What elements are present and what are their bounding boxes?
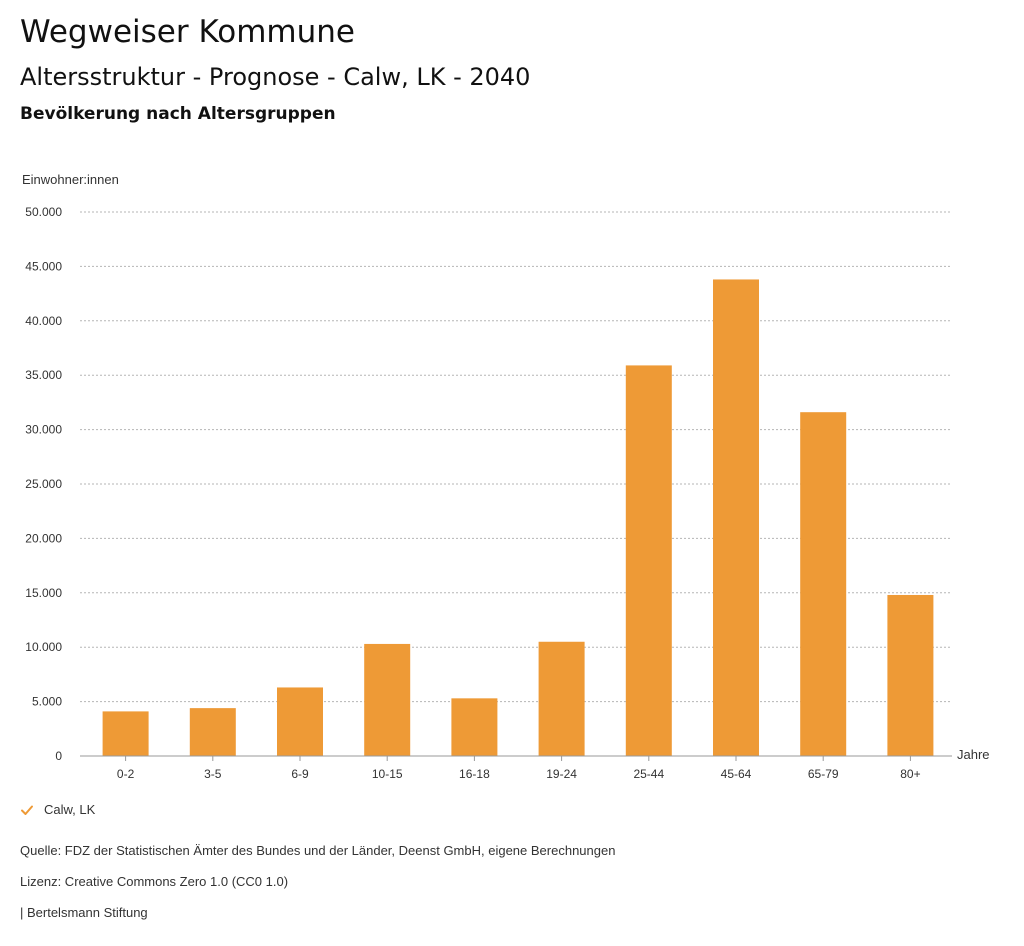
check-icon xyxy=(21,805,33,815)
x-tick-label: 25-44 xyxy=(633,767,664,781)
source-note: Quelle: FDZ der Statistischen Ämter des … xyxy=(20,843,616,858)
bar-0-2 xyxy=(102,711,149,756)
bar-80+ xyxy=(887,594,934,756)
brand-title: Wegweiser Kommune xyxy=(20,14,355,50)
y-tick-label: 40.000 xyxy=(25,314,62,328)
y-tick-label: 20.000 xyxy=(25,531,62,545)
y-tick-label: 25.000 xyxy=(25,477,62,491)
bar-16-18 xyxy=(451,698,498,756)
y-axis-label: Einwohner:innen xyxy=(22,172,119,187)
x-tick-label: 19-24 xyxy=(546,767,577,781)
x-tick-label: 45-64 xyxy=(721,767,752,781)
chart-title: Altersstruktur - Prognose - Calw, LK - 2… xyxy=(20,63,531,91)
y-tick-label: 15.000 xyxy=(25,586,62,600)
chart-subtitle: Bevölkerung nach Altersgruppen xyxy=(20,104,336,124)
bar-10-15 xyxy=(364,643,411,756)
publisher-note: | Bertelsmann Stiftung xyxy=(20,905,148,920)
x-tick-label: 6-9 xyxy=(291,767,309,781)
x-tick-label: 3-5 xyxy=(204,767,222,781)
x-tick-label: 0-2 xyxy=(117,767,135,781)
x-tick-label: 10-15 xyxy=(372,767,403,781)
y-tick-label: 50.000 xyxy=(25,205,62,219)
legend-label: Calw, LK xyxy=(44,802,96,817)
x-tick-label: 80+ xyxy=(900,767,920,781)
bar-25-44 xyxy=(625,365,672,756)
y-tick-label: 0 xyxy=(55,749,62,763)
y-tick-label: 5.000 xyxy=(32,695,62,709)
x-tick-label: 16-18 xyxy=(459,767,490,781)
bar-65-79 xyxy=(800,412,847,756)
y-tick-label: 30.000 xyxy=(25,423,62,437)
y-tick-label: 45.000 xyxy=(25,259,62,273)
bar-19-24 xyxy=(538,641,585,756)
y-tick-label: 10.000 xyxy=(25,640,62,654)
bar-3-5 xyxy=(189,708,236,756)
bar-6-9 xyxy=(277,687,323,756)
legend-item-calw[interactable]: Calw, LK xyxy=(20,802,95,817)
y-tick-label: 35.000 xyxy=(25,368,62,382)
bar-chart: Einwohner:innen 0 5.000 10.000 15.000 20.000 2… xyxy=(22,172,990,781)
license-note: Lizenz: Creative Commons Zero 1.0 (CC0 1… xyxy=(20,874,289,889)
x-axis-label: Jahre xyxy=(957,747,990,762)
bar-45-64 xyxy=(713,279,759,756)
x-tick-label: 65-79 xyxy=(808,767,839,781)
